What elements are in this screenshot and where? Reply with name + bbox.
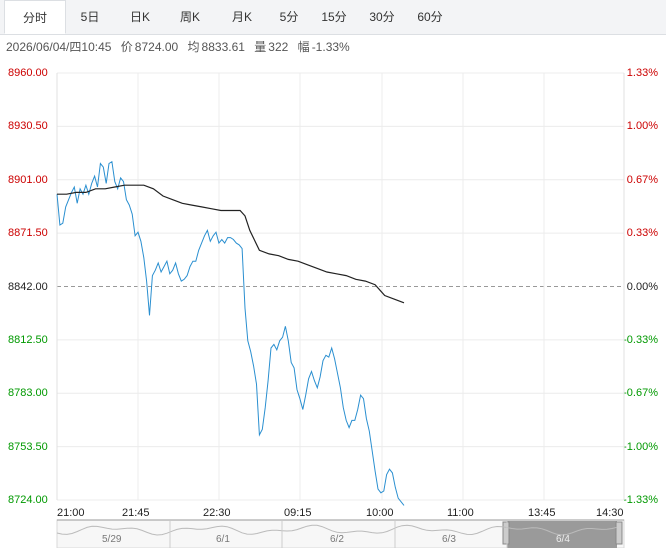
- vol-label: 量: [254, 40, 267, 54]
- period-tabs: 分时 5日 日K 周K 月K 5分 15分 30分 60分: [0, 0, 666, 35]
- quote-datetime: 2026/06/04/四10:45: [6, 40, 112, 54]
- y-tick-left: 8783.00: [8, 387, 48, 400]
- y-tick-left: 8960.00: [8, 67, 48, 79]
- x-tick: 11:00: [447, 507, 474, 519]
- avg-line: [57, 184, 405, 304]
- x-tick: 14:30: [596, 507, 624, 519]
- avg-value: 8833.61: [201, 40, 245, 54]
- y-tick-left: 8724.00: [8, 494, 48, 506]
- tab-1[interactable]: 5日: [80, 10, 100, 24]
- y-tick-right: -1.00%: [623, 440, 658, 453]
- navigator-date: 6/3: [442, 534, 456, 545]
- y-tick-left: 8842.00: [8, 280, 48, 293]
- tab-4[interactable]: 月K: [231, 10, 252, 24]
- x-tick: 21:45: [122, 507, 150, 519]
- chg-label: 幅: [297, 40, 310, 54]
- y-tick-left: 8871.50: [8, 227, 48, 240]
- navigator-date: 5/29: [102, 534, 122, 545]
- x-tick: 22:30: [203, 507, 231, 519]
- tab-3[interactable]: 周K: [179, 10, 200, 24]
- y-tick-left: 8753.50: [8, 440, 48, 453]
- tab-2[interactable]: 日K: [129, 10, 150, 24]
- price-value: 8724.00: [134, 40, 179, 54]
- navigator-handle-left: [502, 521, 510, 545]
- chg-value: -1.33%: [311, 40, 350, 54]
- tab-7[interactable]: 30分: [369, 10, 395, 24]
- navigator-date: 6/1: [216, 534, 230, 545]
- tab-8[interactable]: 60分: [417, 10, 443, 24]
- x-tick: 21:00: [57, 507, 85, 519]
- price-line: [56, 160, 405, 506]
- price-label: 价: [120, 40, 133, 54]
- y-tick-right: 1.33%: [626, 67, 658, 79]
- tab-6[interactable]: 15分: [321, 10, 347, 24]
- y-tick-left: 8812.50: [8, 333, 48, 346]
- y-tick-left: 8930.50: [8, 120, 48, 133]
- quote-info-bar: 2026/06/04/四10:45 价 8724.00 均 8833.61 量 322…: [6, 38, 356, 55]
- x-tick: 13:45: [528, 507, 556, 519]
- avg-label: 均: [187, 40, 200, 54]
- tab-0[interactable]: 分时: [4, 0, 66, 34]
- y-tick-right: -0.67%: [623, 387, 658, 400]
- x-tick: 10:00: [366, 507, 394, 519]
- y-tick-left: 8901.00: [8, 173, 48, 186]
- y-tick-right: -0.33%: [623, 333, 658, 346]
- y-tick-right: -1.33%: [623, 494, 658, 506]
- y-tick-right: 0.67%: [626, 173, 658, 186]
- tab-5[interactable]: 5分: [279, 10, 299, 24]
- navigator-handle-right: [615, 521, 623, 545]
- y-tick-right: 0.00%: [626, 280, 658, 293]
- navigator-date: 6/4: [556, 534, 570, 545]
- navigator-date: 6/2: [330, 534, 344, 545]
- x-tick: 09:15: [284, 507, 312, 519]
- y-tick-right: 1.00%: [626, 120, 658, 133]
- navigator-trace: [56, 524, 618, 536]
- y-tick-right: 0.33%: [626, 227, 658, 240]
- vol-value: 322: [268, 40, 289, 54]
